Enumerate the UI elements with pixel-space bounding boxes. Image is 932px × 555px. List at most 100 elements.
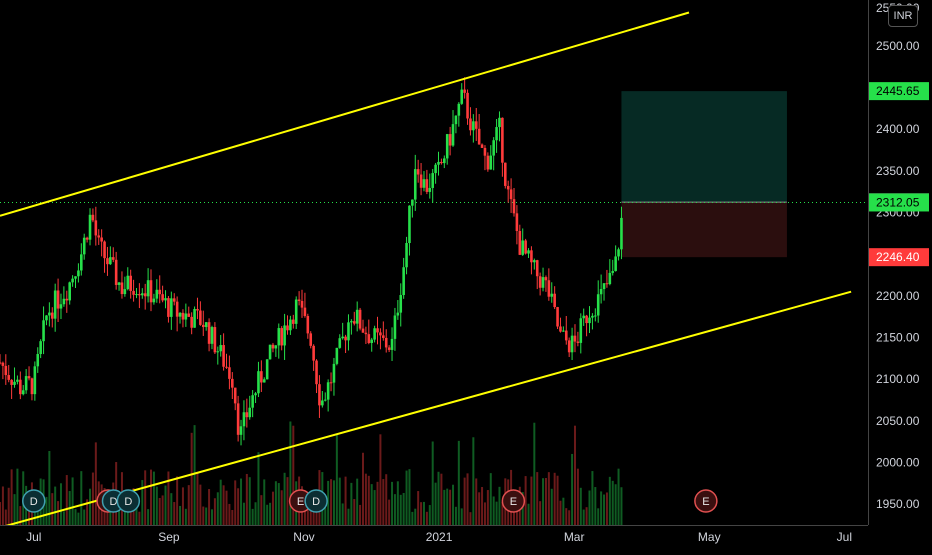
event-markers[interactable]: DEDDEDEE [22, 489, 718, 513]
candle-body [33, 366, 37, 395]
volume-bar [283, 472, 286, 525]
volume-bar [597, 508, 600, 525]
candle-body [48, 312, 51, 316]
candle-body [408, 205, 411, 244]
volume-bar [86, 499, 89, 525]
time-tick-label: Sep [158, 530, 180, 544]
candle-body [111, 257, 115, 260]
volume-bar [428, 505, 431, 525]
trendlines[interactable] [0, 11, 852, 529]
dividend-marker[interactable] [116, 489, 141, 513]
candle-body [309, 333, 313, 346]
volume-bar [521, 492, 524, 525]
stop-zone[interactable] [621, 202, 787, 258]
currency-badge[interactable]: INR [888, 5, 918, 27]
volume-bar [582, 509, 585, 525]
volume-bar [576, 468, 579, 525]
candle-body [149, 280, 153, 303]
price-tick-label: 2350.00 [876, 164, 920, 178]
volume-bar [74, 509, 77, 525]
candle-body [503, 162, 507, 186]
volume-bar [463, 477, 466, 525]
volume-bar [65, 475, 68, 525]
price-tag-label: 2445.65 [876, 84, 920, 98]
price-tag-last [869, 193, 929, 212]
candle-body [611, 271, 615, 273]
candle-body [245, 412, 249, 418]
volume-bar [312, 505, 315, 525]
currency-badge-label: INR [893, 10, 913, 22]
volume-bar [501, 501, 504, 525]
candle-body [437, 161, 440, 165]
candle-body [216, 351, 220, 353]
candle-body [422, 179, 426, 188]
time-tick-label: Jul [837, 530, 852, 544]
candle-body [297, 299, 301, 301]
time-tick-label: Jul [26, 530, 41, 544]
volume-bar [170, 493, 173, 525]
volume-bar [4, 509, 7, 525]
volume-bar [556, 475, 559, 525]
candle-body [556, 307, 559, 327]
target-zone[interactable] [621, 91, 787, 203]
earnings-marker[interactable] [501, 489, 526, 513]
time-axis[interactable]: Jul Sep Nov 2021 Mar May Jul [0, 525, 932, 550]
volume-bar [158, 497, 161, 525]
candle-body [248, 407, 252, 418]
volume-bar [338, 477, 341, 525]
candle-body [492, 140, 495, 156]
volume-bar [1, 486, 4, 525]
volume-bar [562, 497, 565, 525]
candle-body [21, 390, 25, 395]
volume-bar [48, 450, 51, 525]
candle-body [326, 382, 330, 400]
candle-body [91, 214, 95, 221]
candle-body [396, 312, 400, 316]
trendline[interactable] [0, 290, 852, 529]
candle-body [242, 412, 246, 427]
volume-bar [536, 472, 539, 525]
candle-body [199, 310, 202, 325]
volume-bar [219, 479, 222, 525]
candle-body [576, 341, 580, 343]
candle-body [596, 294, 600, 316]
volume-bar [402, 492, 405, 525]
volume-bar [472, 437, 475, 525]
price-tag-stop [869, 248, 929, 267]
candle-body [535, 260, 539, 277]
candle-body [306, 315, 310, 334]
volume-bar [603, 494, 606, 525]
dividend-marker[interactable] [304, 489, 328, 513]
event-marker-label: E [297, 496, 304, 508]
volume-bar [45, 496, 48, 525]
candle-body [463, 89, 466, 93]
candle-body [530, 250, 533, 263]
price-tick-label: 2500.00 [876, 39, 920, 53]
time-tick-label: Nov [293, 530, 314, 544]
candle-body [187, 313, 191, 317]
candle-body [158, 289, 162, 295]
volume-bar [347, 508, 350, 525]
candle-body [393, 315, 397, 339]
price-tick-label: 2200.00 [876, 289, 920, 303]
candle-body [361, 328, 365, 333]
event-marker-label: E [702, 496, 709, 508]
volume-bar [57, 501, 60, 525]
volume-bar [54, 486, 57, 525]
candle-body [579, 318, 583, 343]
candle-body [373, 328, 376, 340]
earnings-marker[interactable] [694, 489, 718, 513]
position-tool[interactable] [0, 91, 868, 258]
candle-body [71, 278, 74, 283]
volume-bar [359, 504, 362, 525]
trendline[interactable] [0, 11, 690, 217]
dividend-marker[interactable] [22, 489, 46, 513]
price-tag-label: 2312.05 [876, 195, 920, 209]
volume-bar [225, 490, 228, 525]
candle-body [82, 237, 86, 255]
candle-body [219, 345, 223, 352]
candle-body [338, 338, 342, 348]
volume-bar [382, 479, 385, 525]
